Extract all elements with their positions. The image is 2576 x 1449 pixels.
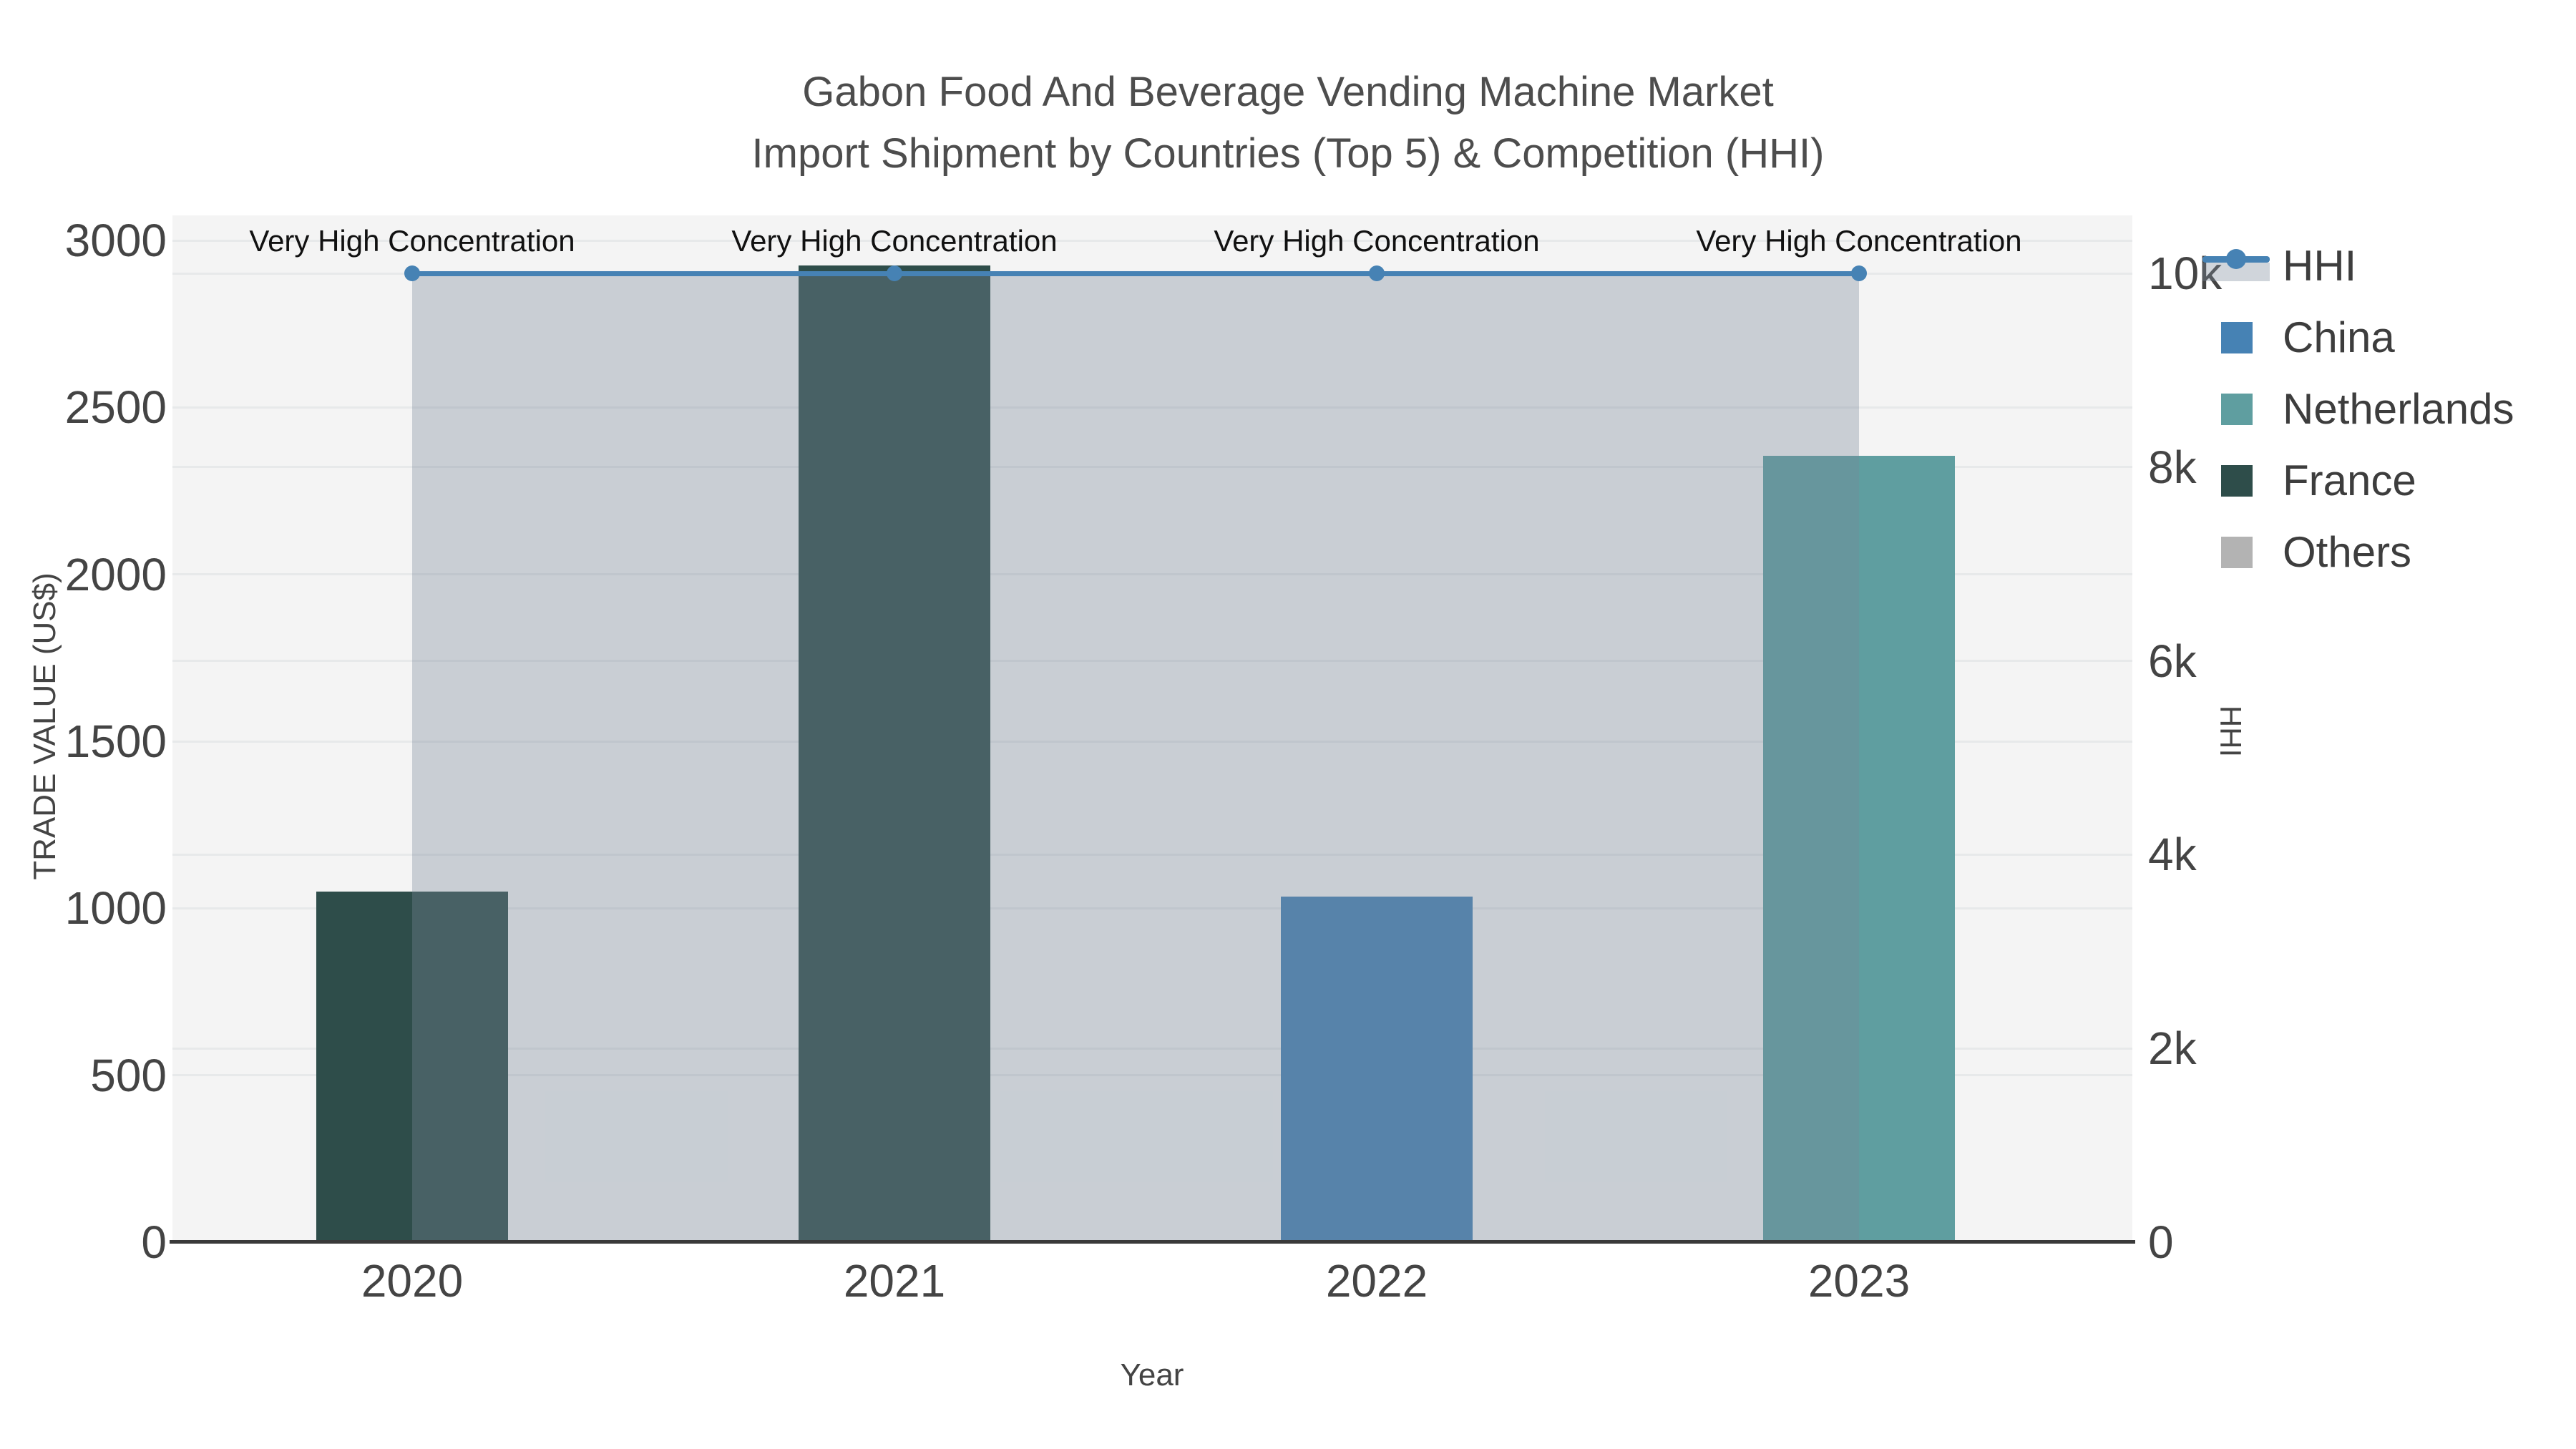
- x-tick-2023: 2023: [1807, 1255, 1911, 1307]
- chart-subtitle: Import Shipment by Countries (Top 5) & C…: [751, 130, 1825, 177]
- x-tick-2022: 2022: [1325, 1255, 1428, 1307]
- y-left-tick-3000: 3000: [64, 215, 167, 266]
- chart-title: Gabon Food And Beverage Vending Machine …: [802, 69, 1774, 115]
- gridline: [172, 660, 2132, 663]
- y-left-tick-0: 0: [141, 1216, 167, 1268]
- gridline: [172, 1074, 2132, 1077]
- legend-label: Netherlands: [2283, 385, 2514, 433]
- annotation-2021: Very High Concentration: [731, 224, 1058, 258]
- y-right-tick-4k: 4k: [2148, 829, 2197, 881]
- hhi-marker-2021[interactable]: [887, 265, 902, 281]
- x-tick-2020: 2020: [361, 1255, 464, 1307]
- y-right-tick-6k: 6k: [2148, 635, 2197, 687]
- legend-label: HHI: [2283, 242, 2357, 290]
- legend-label: France: [2283, 457, 2416, 504]
- legend-label: Others: [2283, 528, 2412, 576]
- gridline: [172, 573, 2132, 576]
- legend-swatch-icon: [2221, 394, 2253, 425]
- bar-france-2021[interactable]: [799, 265, 990, 1242]
- plot-area: Very High Concentration Very High Concent…: [170, 215, 2135, 1244]
- gridline: [172, 907, 2132, 909]
- y-right-tick-8k: 8k: [2148, 441, 2197, 493]
- gridline: [172, 466, 2132, 469]
- y-left-tick-1000: 1000: [64, 882, 167, 935]
- hhi-area-fill: [412, 275, 1859, 1242]
- y-right-tick-0: 0: [2148, 1216, 2174, 1268]
- y-left-tick-labels: 0 500 1000 1500 2000 2500 3000: [0, 0, 167, 1449]
- annotation-2020: Very High Concentration: [249, 224, 575, 258]
- bar-netherlands-2023[interactable]: [1763, 456, 1955, 1242]
- y-left-tick-500: 500: [90, 1049, 167, 1101]
- legend: HHI China Netherlands France Others: [2202, 238, 2575, 595]
- bar-france-2020[interactable]: [316, 892, 508, 1242]
- x-axis-line: [170, 1240, 2135, 1244]
- legend-swatch-icon: [2221, 322, 2253, 353]
- y-left-tick-2000: 2000: [64, 548, 167, 600]
- hhi-marker-2020[interactable]: [404, 265, 420, 281]
- y-left-tick-1500: 1500: [64, 716, 167, 767]
- x-axis-title: Year: [1120, 1357, 1184, 1392]
- legend-label: China: [2283, 313, 2395, 361]
- gridline: [172, 740, 2132, 743]
- legend-swatch-icon: [2221, 537, 2253, 568]
- y-right-axis-title: HHI: [2214, 705, 2248, 758]
- annotation-2022: Very High Concentration: [1214, 224, 1540, 258]
- gridline: [172, 1047, 2132, 1050]
- gridline: [172, 239, 2132, 242]
- hhi-marker-2022[interactable]: [1369, 265, 1385, 281]
- x-tick-2021: 2021: [843, 1255, 946, 1307]
- y-right-tick-2k: 2k: [2148, 1023, 2197, 1075]
- gridline: [172, 853, 2132, 856]
- y-left-tick-2500: 2500: [64, 381, 167, 434]
- y-left-axis-title: TRADE VALUE (US$): [27, 572, 62, 880]
- annotation-2023: Very High Concentration: [1696, 224, 2022, 258]
- hhi-line[interactable]: [412, 270, 1859, 276]
- hhi-marker-2023[interactable]: [1851, 265, 1867, 281]
- bar-china-2022[interactable]: [1281, 897, 1473, 1242]
- legend-swatch-icon: [2221, 465, 2253, 497]
- legend-line-marker-icon: [2202, 248, 2270, 285]
- gridline: [172, 406, 2132, 409]
